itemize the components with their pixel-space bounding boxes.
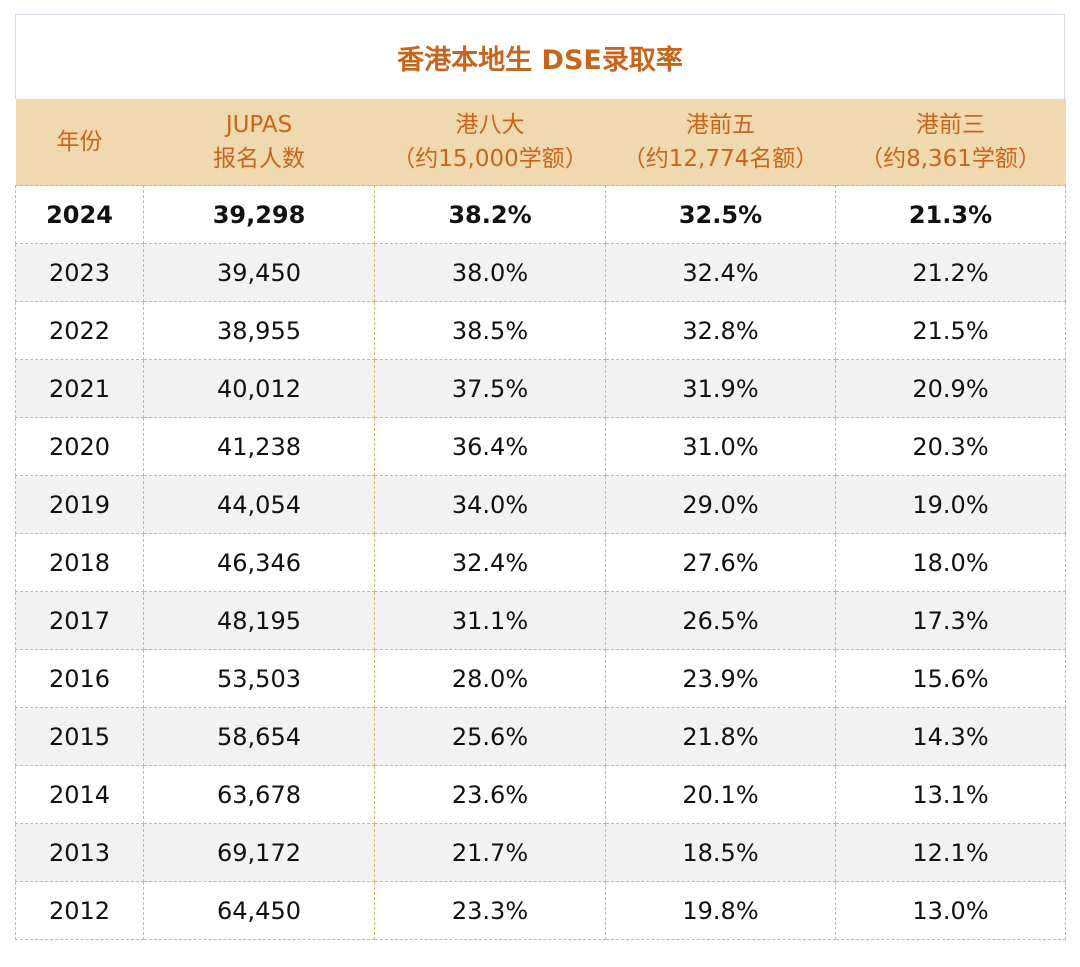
column-header-line2: 报名人数: [213, 146, 305, 172]
table-cell: 2015: [15, 707, 144, 766]
admission-rate-table: 年份 JUPAS 报名人数 港八大 （约15,000学额） 港前五 （约12,774名额）港…: [15, 99, 1066, 940]
table-cell: 2013: [15, 823, 144, 882]
table-cell: 53,503: [143, 649, 375, 708]
column-header: 年份: [15, 99, 144, 186]
table-row: 2014 63,678 23.6% 20.1% 13.1%: [15, 765, 1066, 824]
table-cell: 25.6%: [374, 707, 606, 766]
table-row: 2023 39,450 38.0% 32.4% 21.2%: [15, 243, 1066, 302]
table-cell: 17.3%: [835, 591, 1066, 650]
table-cell: 36.4%: [374, 417, 606, 476]
table-cell: 38.2%: [374, 185, 606, 244]
table-cell: 2016: [15, 649, 144, 708]
table-cell: 63,678: [143, 765, 375, 824]
table-cell: 13.0%: [835, 881, 1066, 940]
column-header-line1: 港八大: [455, 112, 525, 138]
table-title: 香港本地生 DSE录取率: [15, 14, 1065, 99]
table-cell: 69,172: [143, 823, 375, 882]
table-cell: 41,238: [143, 417, 375, 476]
table-cell: 44,054: [143, 475, 375, 534]
table-row: 2015 58,654 25.6% 21.8% 14.3%: [15, 707, 1066, 766]
table-cell: 19.8%: [605, 881, 836, 940]
table-cell: 32.8%: [605, 301, 836, 360]
column-header-line2: （约12,774名额）: [622, 146, 819, 172]
table-cell: 23.6%: [374, 765, 606, 824]
table-cell: 40,012: [143, 359, 375, 418]
table-cell: 21.5%: [835, 301, 1066, 360]
table-row: 2012 64,450 23.3% 19.8% 13.0%: [15, 881, 1066, 940]
table-cell: 2012: [15, 881, 144, 940]
table-cell: 2024: [15, 185, 144, 244]
table-cell: 21.7%: [374, 823, 606, 882]
table-row: 2021 40,012 37.5% 31.9% 20.9%: [15, 359, 1066, 418]
table-cell: 31.1%: [374, 591, 606, 650]
table-cell: 23.3%: [374, 881, 606, 940]
table-cell: 48,195: [143, 591, 375, 650]
table-cell: 20.9%: [835, 359, 1066, 418]
column-header-line1: JUPAS: [225, 112, 293, 138]
table-row: 2017 48,195 31.1% 26.5% 17.3%: [15, 591, 1066, 650]
column-header-line1: 年份: [56, 129, 103, 155]
table-cell: 20.3%: [835, 417, 1066, 476]
table-row: 2013 69,172 21.7% 18.5% 12.1%: [15, 823, 1066, 882]
table-cell: 2019: [15, 475, 144, 534]
table-cell: 21.8%: [605, 707, 836, 766]
table-cell: 39,298: [143, 185, 375, 244]
table-cell: 12.1%: [835, 823, 1066, 882]
table-cell: 15.6%: [835, 649, 1066, 708]
admission-rate-table-container: 香港本地生 DSE录取率 年份 JUPAS 报名人数 港八大 （约15,000学额） 港前…: [15, 14, 1066, 940]
table-cell: 2017: [15, 591, 144, 650]
table-cell: 37.5%: [374, 359, 606, 418]
table-cell: 32.4%: [605, 243, 836, 302]
table-cell: 21.3%: [835, 185, 1066, 244]
table-cell: 32.4%: [374, 533, 606, 592]
table-row: 2018 46,346 32.4% 27.6% 18.0%: [15, 533, 1066, 592]
table-cell: 18.0%: [835, 533, 1066, 592]
table-cell: 2020: [15, 417, 144, 476]
column-header: JUPAS 报名人数: [143, 99, 375, 186]
table-cell: 39,450: [143, 243, 375, 302]
table-row: 2019 44,054 34.0% 29.0% 19.0%: [15, 475, 1066, 534]
table-cell: 29.0%: [605, 475, 836, 534]
column-header: 港前五 （约12,774名额）: [605, 99, 836, 186]
table-cell: 13.1%: [835, 765, 1066, 824]
table-cell: 19.0%: [835, 475, 1066, 534]
table-cell: 23.9%: [605, 649, 836, 708]
table-cell: 38.5%: [374, 301, 606, 360]
table-cell: 34.0%: [374, 475, 606, 534]
table-cell: 20.1%: [605, 765, 836, 824]
table-cell: 2021: [15, 359, 144, 418]
table-cell: 26.5%: [605, 591, 836, 650]
table-cell: 18.5%: [605, 823, 836, 882]
table-cell: 28.0%: [374, 649, 606, 708]
column-header: 港前三 （约8,361学额）: [835, 99, 1066, 186]
table-cell: 64,450: [143, 881, 375, 940]
column-header-line1: 港前三: [916, 112, 985, 138]
table-cell: 31.9%: [605, 359, 836, 418]
table-row: 2020 41,238 36.4% 31.0% 20.3%: [15, 417, 1066, 476]
table-cell: 2023: [15, 243, 144, 302]
table-cell: 2014: [15, 765, 144, 824]
table-cell: 14.3%: [835, 707, 1066, 766]
table-cell: 2018: [15, 533, 144, 592]
column-header: 港八大 （约15,000学额）: [374, 99, 606, 186]
table-cell: 38.0%: [374, 243, 606, 302]
table-row: 2016 53,503 28.0% 23.9% 15.6%: [15, 649, 1066, 708]
table-cell: 46,346: [143, 533, 375, 592]
table-cell: 32.5%: [605, 185, 836, 244]
table-cell: 58,654: [143, 707, 375, 766]
header-row: 年份 JUPAS 报名人数 港八大 （约15,000学额） 港前五 （约12,774名额）港…: [15, 99, 1066, 186]
table-cell: 21.2%: [835, 243, 1066, 302]
table-cell: 31.0%: [605, 417, 836, 476]
column-header-line1: 港前五: [686, 112, 755, 138]
table-cell: 27.6%: [605, 533, 836, 592]
table-row: 2024 39,298 38.2% 32.5% 21.3%: [15, 185, 1066, 244]
column-header-line2: （约15,000学额）: [392, 146, 588, 172]
table-cell: 38,955: [143, 301, 375, 360]
column-header-line2: （约8,361学额）: [860, 146, 1041, 172]
table-row: 2022 38,955 38.5% 32.8% 21.5%: [15, 301, 1066, 360]
table-cell: 2022: [15, 301, 144, 360]
